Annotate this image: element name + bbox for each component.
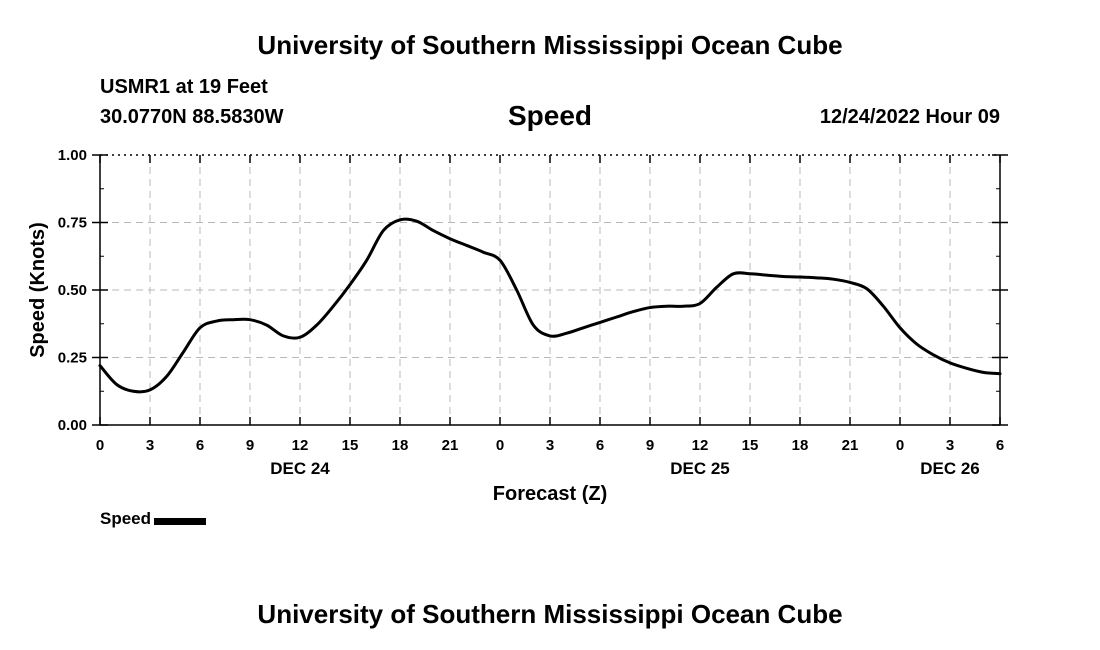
x-tick-label: 18 — [392, 437, 409, 454]
x-tick-label: 21 — [442, 437, 459, 454]
plot-title: Speed — [507, 100, 593, 131]
x-tick-label: 9 — [646, 437, 654, 454]
x-tick-label: 12 — [292, 437, 309, 454]
date-label: DEC 25 — [670, 459, 730, 478]
y-tick-label: 0.25 — [58, 350, 87, 367]
x-tick-label: 15 — [342, 437, 359, 454]
tick-labels: 0 3 6 9 12 15 18 21 0 3 6 9 12 15 18 21 0 3 6 0.00 0.25 0.50 0… — [27, 147, 1004, 505]
y-tick-label: 0.50 — [58, 282, 87, 299]
top-title: University of Southern Mississippi Ocean… — [257, 30, 843, 60]
x-tick-label: 21 — [842, 437, 859, 454]
speed-series-line — [98, 217, 1002, 394]
x-tick-label: 6 — [996, 437, 1004, 454]
x-tick-label: 9 — [246, 437, 254, 454]
grid-lines — [100, 155, 1000, 425]
date-label: DEC 24 — [270, 459, 330, 478]
x-tick-label: 3 — [546, 437, 554, 454]
legend-label: Speed — [100, 509, 152, 528]
x-tick-label: 0 — [896, 437, 904, 454]
legend-swatch — [154, 517, 207, 525]
y-tick-label: 0.00 — [58, 417, 87, 434]
x-tick-label: 0 — [96, 437, 104, 454]
x-axis-title: Forecast (Z) — [493, 483, 607, 505]
x-tick-label: 3 — [146, 437, 154, 454]
x-tick-label: 3 — [946, 437, 954, 454]
series-layer — [98, 217, 1002, 394]
tick-marks — [92, 154, 1008, 426]
footer-title: University of Southern Mississippi Ocean… — [257, 599, 843, 629]
station-label: USMR1 at 19 Feet — [100, 76, 268, 98]
y-tick-label: 0.75 — [58, 215, 87, 232]
coordinates-label: 30.0770N 88.5830W — [100, 106, 284, 128]
x-tick-label: 6 — [596, 437, 604, 454]
y-axis-title: Speed (Knots) — [27, 222, 49, 358]
x-tick-label: 18 — [792, 437, 809, 454]
x-tick-label: 6 — [196, 437, 204, 454]
legend: Speed — [100, 509, 207, 529]
x-tick-label: 15 — [742, 437, 759, 454]
x-tick-label: 12 — [692, 437, 709, 454]
x-tick-label: 0 — [496, 437, 504, 454]
y-tick-label: 1.00 — [58, 147, 87, 164]
forecast-datetime: 12/24/2022 Hour 09 — [819, 106, 1000, 128]
date-label: DEC 26 — [920, 459, 980, 478]
